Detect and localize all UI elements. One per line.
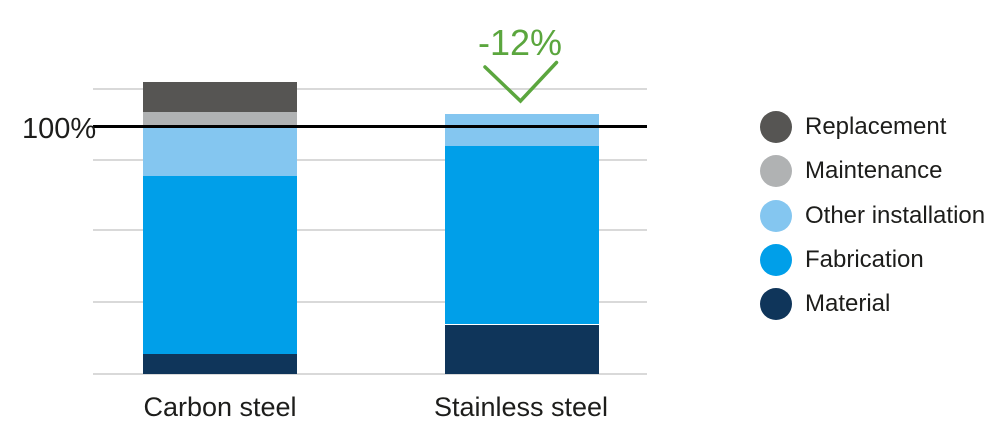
- chevron-down-icon: [483, 60, 559, 104]
- bar-segment-other_installation: [143, 126, 297, 176]
- reference-line-label: 100%: [22, 113, 97, 145]
- legend-swatch-maintenance: [760, 155, 792, 188]
- annotation-minus-12pct: -12%: [477, 22, 563, 63]
- bar-segment-material: [143, 354, 297, 374]
- gridline: [93, 301, 647, 304]
- legend-item-replacement: Replacement: [760, 111, 946, 143]
- legend-label: Replacement: [805, 113, 947, 140]
- legend-label: Other installation: [805, 201, 986, 229]
- legend-label: Maintenance: [805, 157, 943, 185]
- bar-segment-replacement: [143, 81, 297, 112]
- gridline: [93, 373, 647, 375]
- gridline: [93, 158, 647, 161]
- legend-item-fabrication: Fabrication: [760, 243, 924, 276]
- legend-item-other_installation: Other installation: [760, 199, 986, 232]
- legend-swatch-replacement: [760, 111, 792, 143]
- bar-segment-material: [444, 324, 599, 374]
- legend-item-maintenance: Maintenance: [760, 155, 943, 188]
- bar-segment-other_installation: [444, 114, 599, 147]
- bar-segment-maintenance: [143, 111, 297, 127]
- legend-label: Material: [805, 290, 891, 318]
- category-label-stainless-steel: Stainless steel: [433, 392, 609, 422]
- category-label-carbon-steel: Carbon steel: [143, 392, 297, 422]
- legend-swatch-material: [760, 288, 792, 321]
- legend-label: Fabrication: [805, 245, 924, 273]
- bar-segment-fabrication: [444, 146, 599, 325]
- gridline: [93, 229, 647, 232]
- legend-item-material: Material: [760, 288, 891, 321]
- legend-swatch-fabrication: [760, 243, 792, 276]
- legend-swatch-other_installation: [760, 199, 792, 232]
- bar-segment-fabrication: [143, 176, 297, 355]
- reference-line-100pct: [93, 125, 647, 128]
- gridline: [93, 87, 647, 90]
